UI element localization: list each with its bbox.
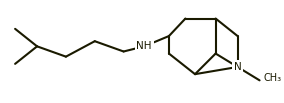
- Text: CH₃: CH₃: [264, 73, 282, 83]
- Text: N: N: [234, 62, 241, 72]
- Text: NH: NH: [136, 41, 152, 51]
